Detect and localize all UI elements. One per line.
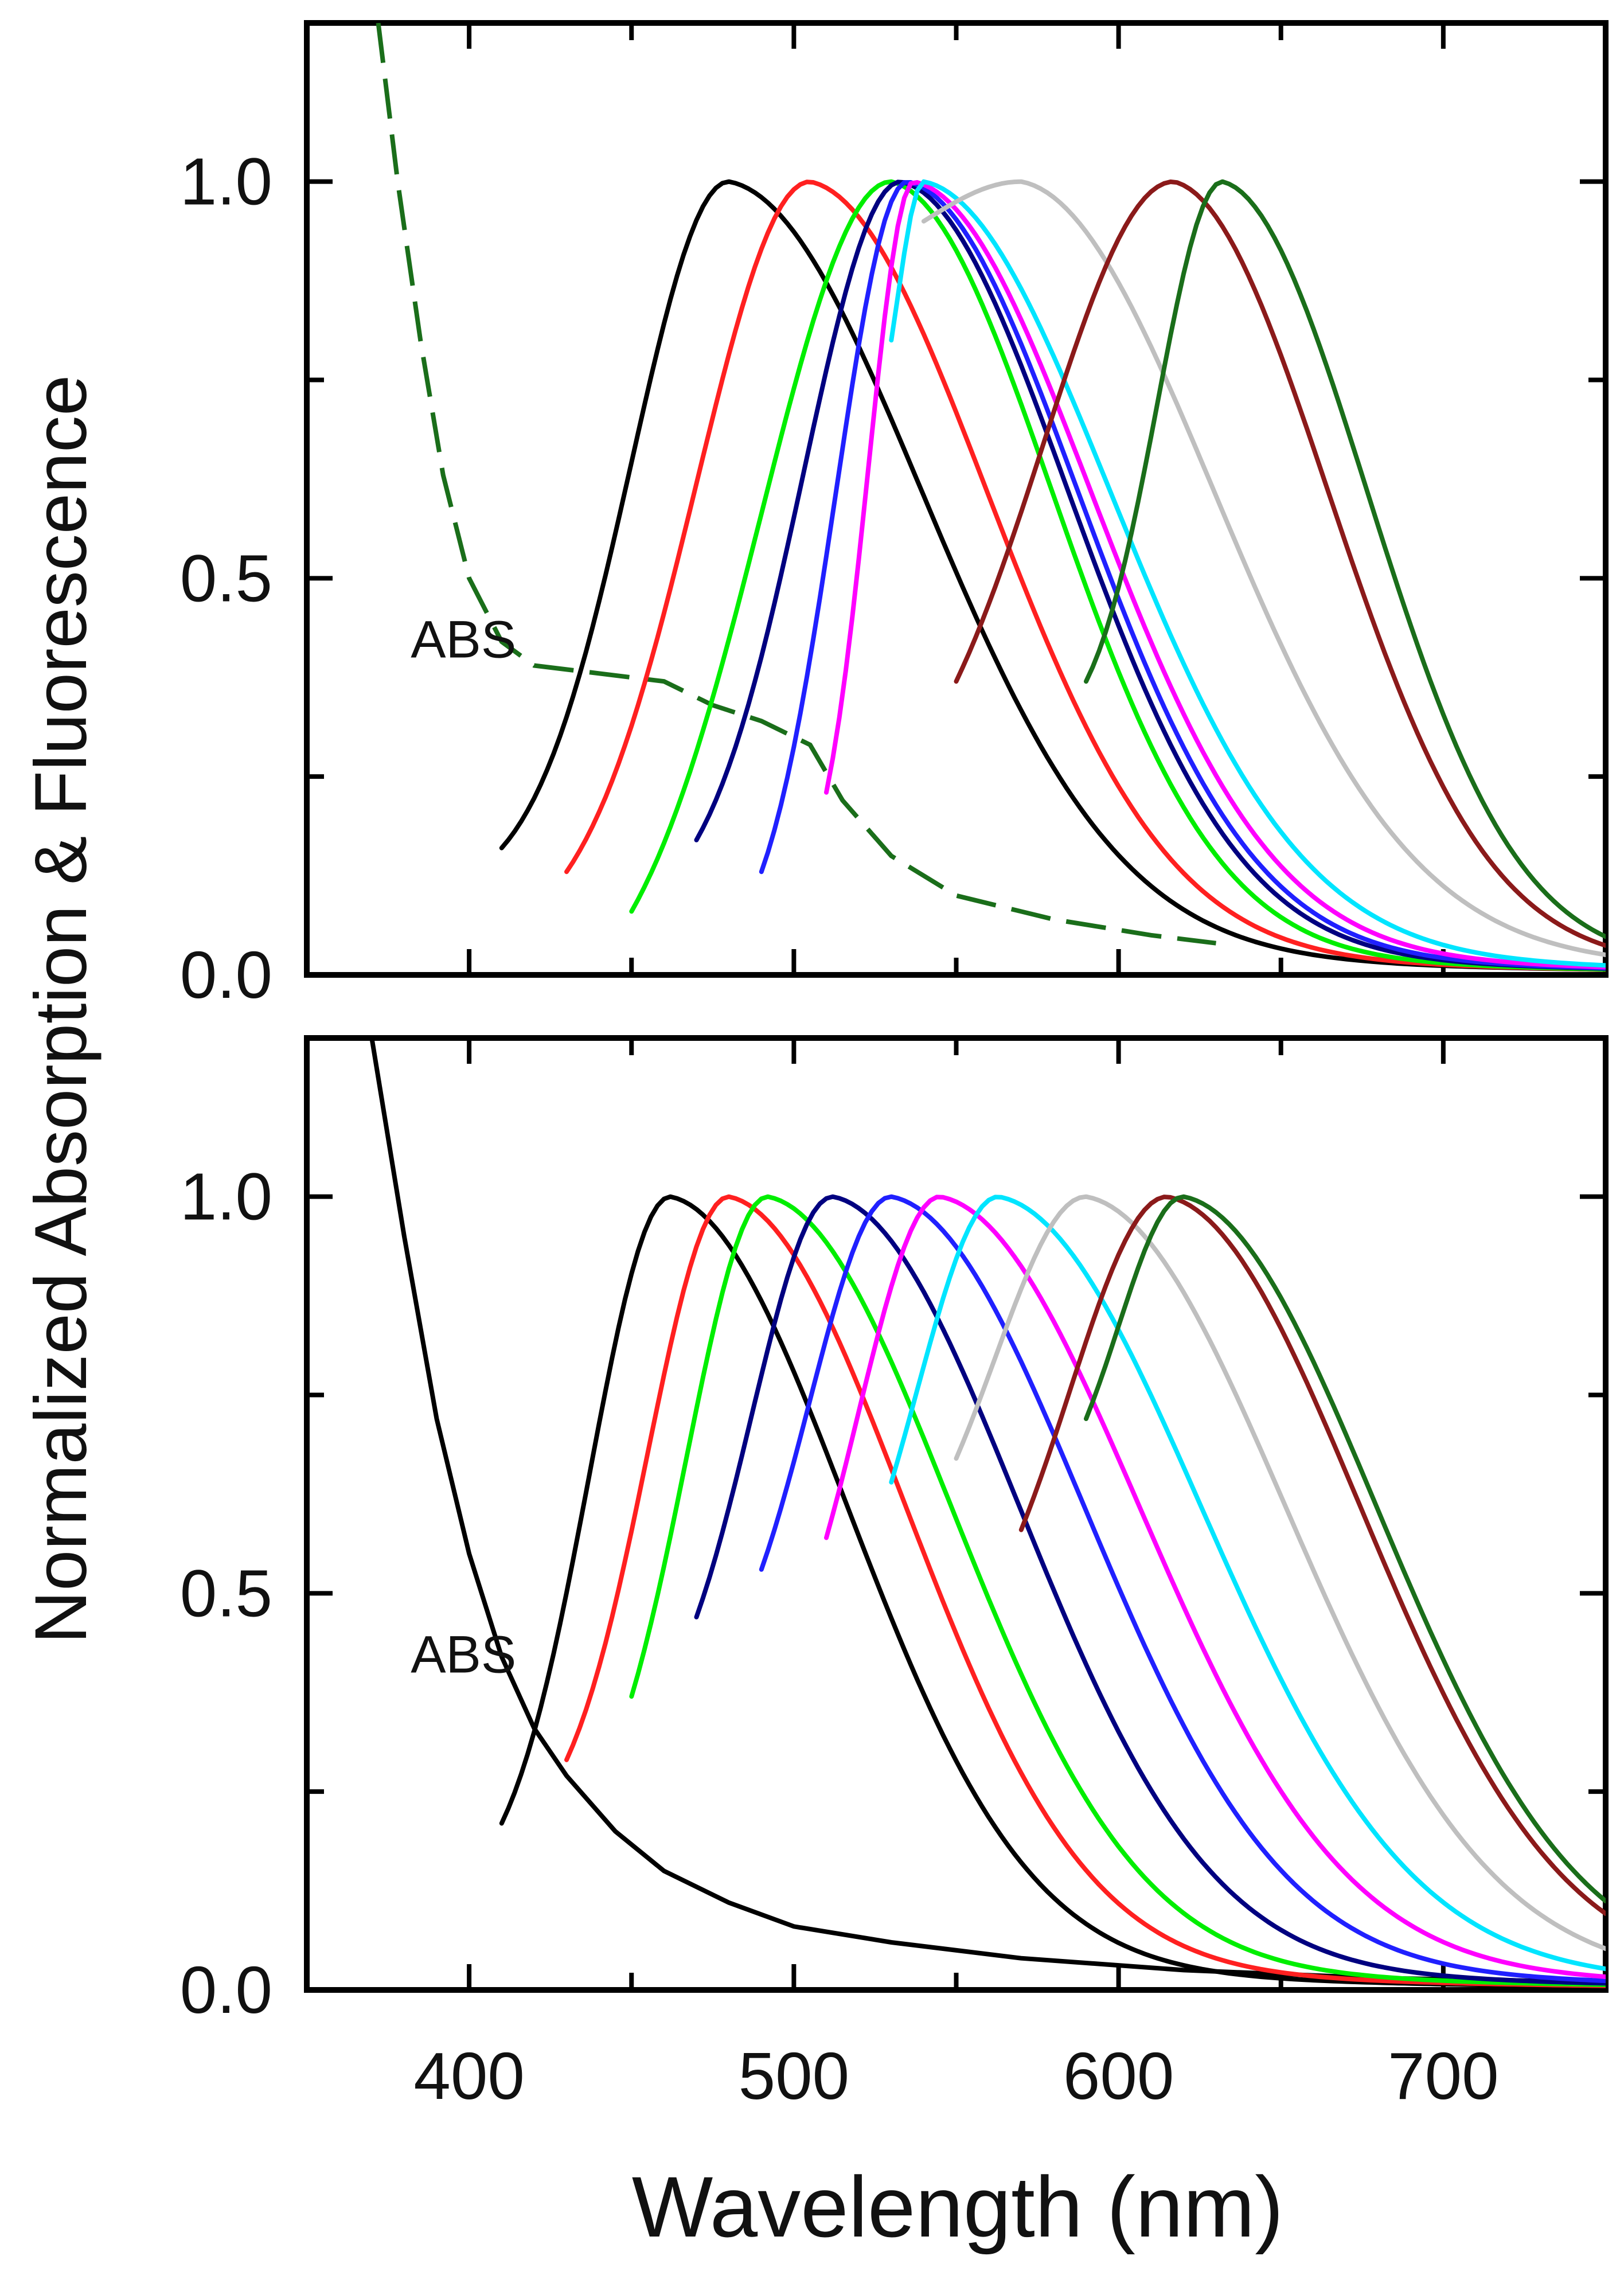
bottom-emission-ex550 bbox=[954, 1194, 1606, 1952]
y-tick-label: 1.0 bbox=[180, 145, 272, 219]
bottom-abs-label: ABS bbox=[411, 1626, 516, 1684]
bottom-emission-ex490 bbox=[759, 1194, 1606, 1983]
y-axis-title: Normalized Absorption & Fluorescence bbox=[20, 375, 102, 1644]
top-emission-ex590 bbox=[1084, 179, 1606, 939]
x-tick-label: 600 bbox=[1063, 2039, 1174, 2113]
x-tick-label: 400 bbox=[413, 2039, 525, 2113]
x-tick-label: 500 bbox=[739, 2039, 850, 2113]
bottom-emission-ex430 bbox=[564, 1194, 1606, 1988]
y-tick-label: 0.0 bbox=[180, 938, 272, 1012]
top-emission-ex570 bbox=[954, 179, 1606, 948]
y-tick-label: 0.0 bbox=[180, 1953, 272, 2027]
top-emission-ex510 bbox=[824, 180, 1606, 970]
bottom-absorption-curve bbox=[369, 1038, 1606, 1985]
bottom-emission-ex470 bbox=[694, 1194, 1606, 1986]
bottom-emission-ex510 bbox=[824, 1195, 1606, 1979]
bottom-emission-ex450 bbox=[629, 1194, 1606, 1987]
bottom-emission-ex590 bbox=[1084, 1194, 1606, 1904]
bottom-emission-ex570 bbox=[1018, 1195, 1606, 1916]
y-tick-label: 0.5 bbox=[180, 541, 272, 615]
top-abs-label: ABS bbox=[411, 611, 516, 669]
top-emission-ex450 bbox=[629, 179, 1606, 972]
x-tick-label: 700 bbox=[1388, 2039, 1499, 2113]
top-emission-ex410 bbox=[499, 179, 1606, 972]
top-panel: 0.0 0.5 1.0 ABS bbox=[180, 20, 1609, 1012]
x-axis-title: Wavelength (nm) bbox=[632, 2159, 1284, 2255]
top-emission-ex530 bbox=[889, 179, 1606, 968]
top-emission-ex470 bbox=[694, 179, 1606, 971]
top-absorption-curve bbox=[376, 23, 1216, 946]
bottom-plot-area bbox=[369, 1038, 1606, 1989]
y-tick-label: 1.0 bbox=[180, 1160, 272, 1234]
top-emission-ex430 bbox=[564, 179, 1606, 972]
bottom-emission-ex530 bbox=[889, 1195, 1606, 1972]
top-emission-ex490 bbox=[759, 180, 1606, 970]
top-emission-ex550 bbox=[921, 179, 1606, 957]
bottom-panel: 0.0 0.5 1.0 ABS bbox=[180, 1035, 1609, 2027]
top-plot-frame bbox=[304, 20, 1609, 978]
y-tick-label: 0.5 bbox=[180, 1556, 272, 1630]
top-plot-area bbox=[376, 23, 1606, 972]
